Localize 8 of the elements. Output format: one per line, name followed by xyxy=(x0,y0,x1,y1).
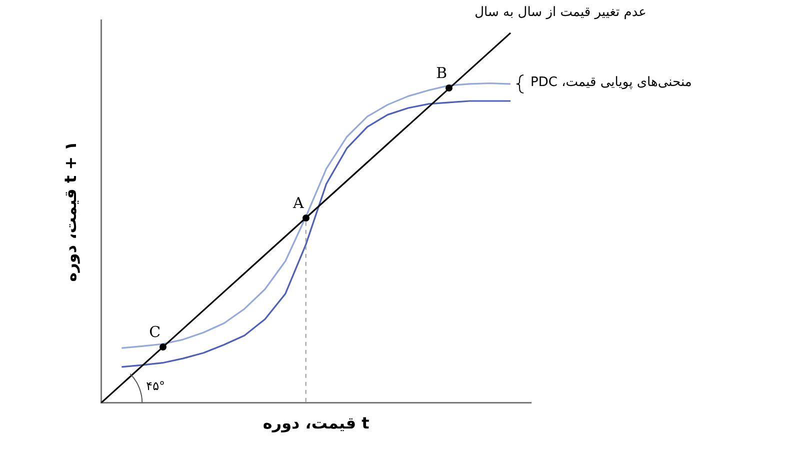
x-axis-title: قیمت، دوره t xyxy=(262,414,370,433)
annotation: منحنی‌های پویایی قیمت، PDC xyxy=(530,74,692,90)
annotation: ۴۵° xyxy=(146,378,166,393)
annotation: B xyxy=(435,64,448,82)
annotation: A xyxy=(292,194,304,212)
annotation: C xyxy=(148,323,161,342)
y-axis-title: قیمت، دوره t + ۱ xyxy=(60,141,80,282)
text: عدم تغییر قیمت از سال به سال xyxy=(474,4,648,20)
